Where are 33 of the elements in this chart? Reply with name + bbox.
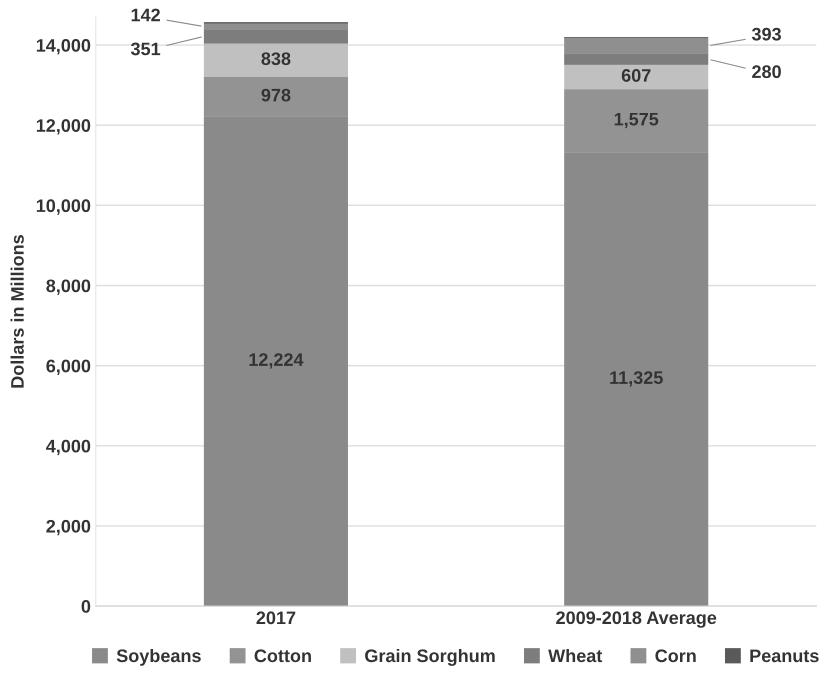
data-label: 838 — [261, 52, 290, 66]
x-tick-label: 2017 — [256, 611, 296, 624]
y-tick-label: 10,000 — [36, 199, 90, 215]
legend-label: Cotton — [254, 649, 311, 662]
legend-label: Wheat — [548, 648, 602, 662]
data-label: 280 — [752, 65, 781, 78]
y-tick-label: 14,000 — [36, 39, 90, 54]
y-tick-label: 12,000 — [36, 119, 90, 135]
legend-label: Soybeans — [116, 648, 201, 666]
data-label: 11,325 — [610, 371, 663, 387]
bar — [564, 54, 708, 65]
y-tick-label: 4,000 — [46, 440, 90, 456]
bar — [204, 43, 348, 78]
data-label: 978 — [261, 88, 290, 102]
data-label: 351 — [130, 42, 160, 56]
bar — [564, 38, 708, 54]
x-tick-label: 2009-2018 Average — [556, 611, 716, 628]
data-label: 393 — [752, 28, 781, 41]
y-tick-label: 6,000 — [46, 360, 90, 375]
legend-label: Peanuts — [750, 650, 819, 662]
y-tick-label: 0 — [82, 600, 90, 613]
bar — [204, 29, 348, 44]
legend-label: Grain Sorghum — [365, 648, 495, 666]
data-label: 12,224 — [249, 353, 304, 369]
y-tick-label: 2,000 — [46, 520, 90, 536]
bar — [204, 24, 348, 30]
y-axis-title: Dollars in Millions — [10, 235, 24, 388]
data-label: 142 — [132, 8, 160, 22]
data-label: 1,575 — [614, 112, 658, 128]
bar — [564, 64, 708, 90]
y-tick-label: 8,000 — [46, 279, 90, 295]
data-label: 607 — [622, 69, 650, 82]
legend-label: Corn — [655, 649, 696, 662]
